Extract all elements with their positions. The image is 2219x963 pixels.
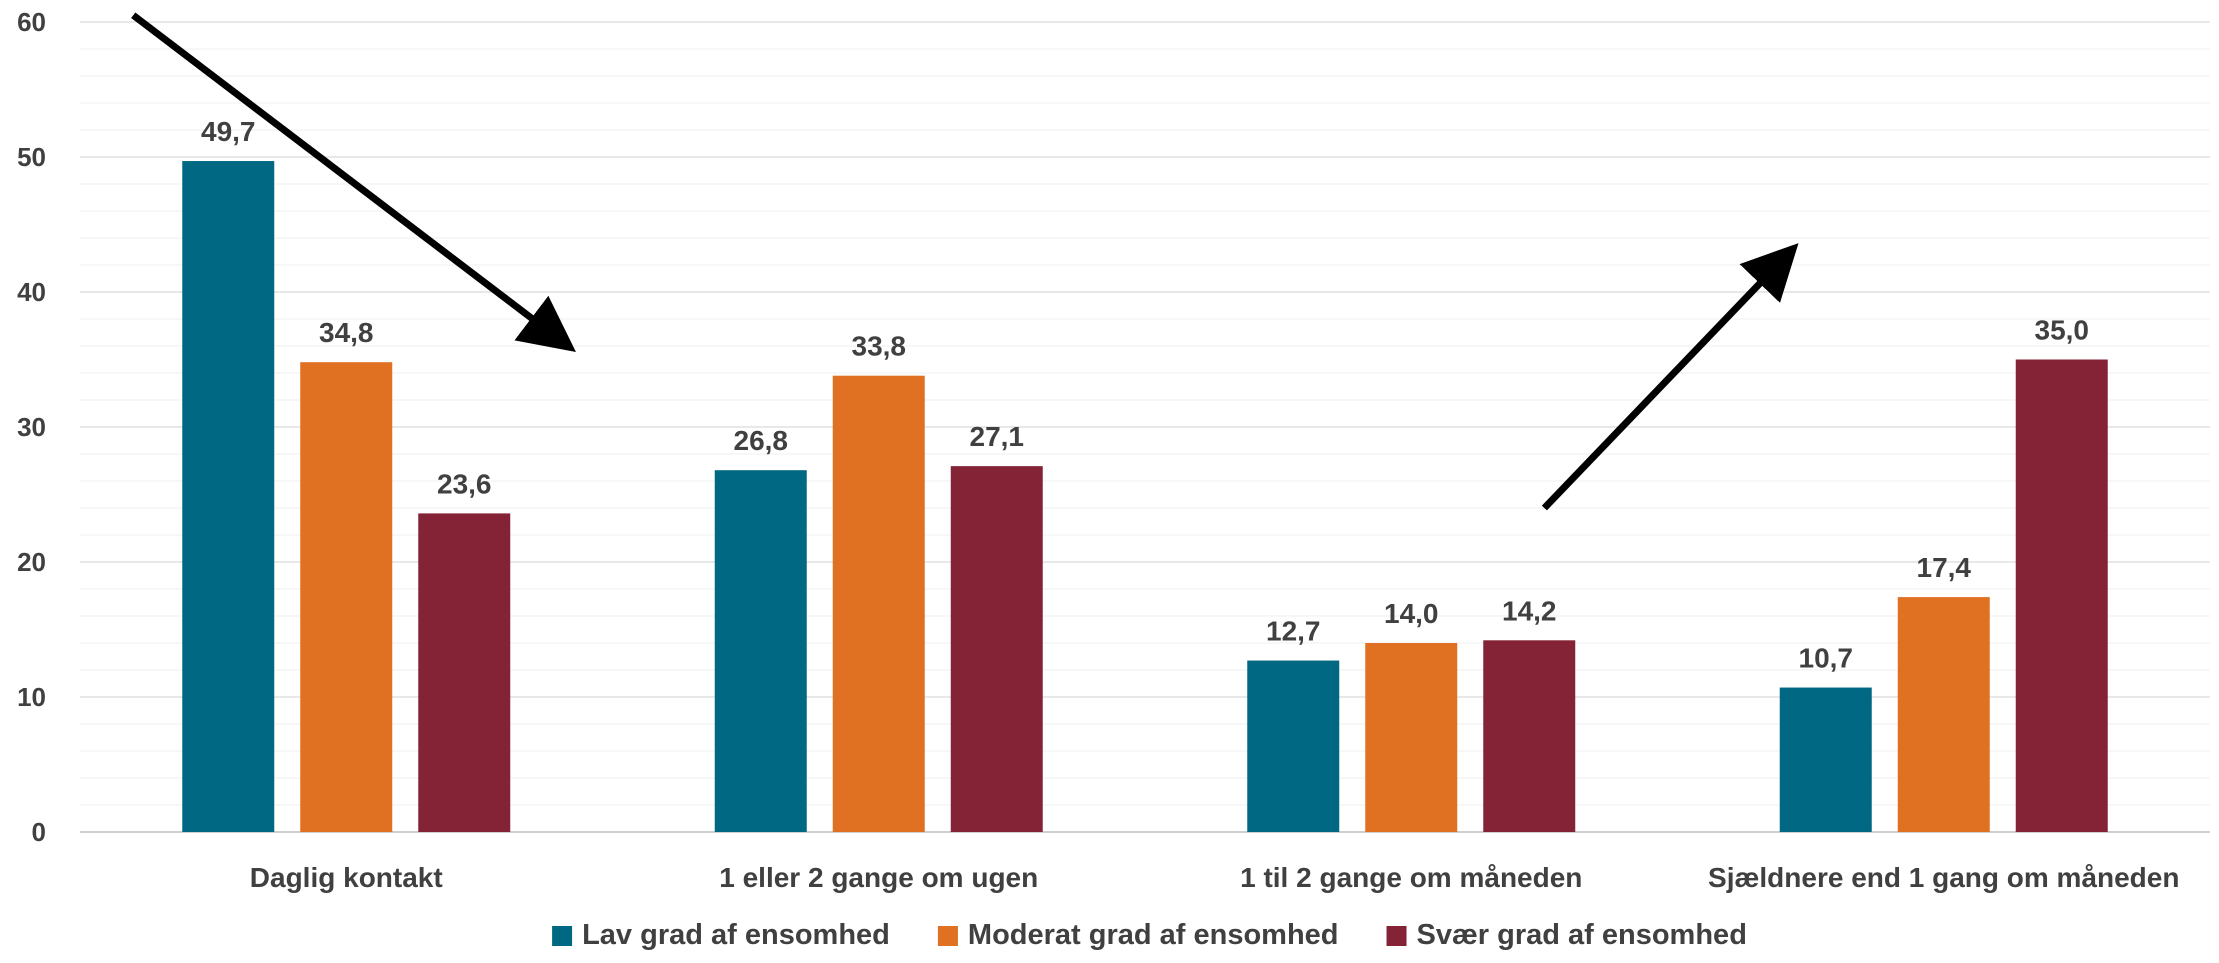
data-label: 26,8: [734, 425, 789, 456]
bar: [300, 362, 393, 832]
data-label: 14,0: [1384, 598, 1439, 629]
legend-label: Moderat grad af ensomhed: [968, 919, 1339, 951]
y-tick-label: 0: [32, 817, 46, 847]
legend-swatch: [1386, 926, 1407, 946]
data-label: 34,8: [319, 317, 374, 348]
data-label: 33,8: [852, 331, 907, 362]
legend-item: Moderat grad af ensomhed: [937, 919, 1339, 951]
gridlines: [80, 21, 2210, 833]
legend-item: Svær grad af ensomhed: [1386, 919, 1747, 951]
x-category-label: Daglig kontakt: [250, 862, 443, 893]
data-labels: 49,7 34,8 23,6 26,8 33,8 27,1 12,7 14,0 14,2 10,7…: [201, 116, 2090, 674]
x-category-label: 1 til 2 gange om måneden: [1240, 862, 1582, 893]
x-category-label: Sjældnere end 1 gang om måneden: [1708, 862, 2179, 893]
bar: [1779, 687, 1872, 832]
legend-label: Svær grad af ensomhed: [1417, 919, 1747, 951]
legend: Lav grad af ensomhed Moderat grad af enso…: [552, 919, 1747, 951]
y-tick-label: 60: [17, 7, 46, 37]
data-label: 10,7: [1799, 643, 1854, 674]
legend-swatch: [552, 926, 573, 946]
bar: [182, 161, 275, 833]
legend-item: Lav grad af ensomhed: [552, 919, 890, 951]
x-axis: Daglig kontakt 1 eller 2 gange om ugen 1 t…: [250, 862, 2180, 893]
bar: [1897, 597, 1990, 832]
data-label: 14,2: [1502, 595, 1557, 626]
bar: [714, 470, 807, 832]
x-category-label: 1 eller 2 gange om ugen: [719, 862, 1038, 893]
bar: [1365, 643, 1458, 832]
data-label: 17,4: [1917, 552, 1972, 583]
data-label: 12,7: [1266, 616, 1321, 647]
y-axis: 0 10 20 30 40 50 60: [17, 7, 46, 847]
bar: [1483, 640, 1576, 832]
y-tick-label: 10: [17, 682, 46, 712]
bar: [418, 513, 511, 832]
data-label: 27,1: [970, 421, 1025, 452]
bar: [950, 466, 1043, 832]
bar: [1247, 660, 1340, 832]
legend-label: Lav grad af ensomhed: [582, 919, 890, 951]
trend-arrow-up-right: [1541, 243, 1799, 511]
y-tick-label: 20: [17, 547, 46, 577]
data-label: 23,6: [437, 468, 492, 499]
trend-arrows: [131, 12, 1799, 511]
y-tick-label: 40: [17, 277, 46, 307]
y-tick-label: 50: [17, 142, 46, 172]
data-label: 35,0: [2035, 315, 2090, 346]
bar: [2015, 359, 2108, 832]
y-tick-label: 30: [17, 412, 46, 442]
legend-swatch: [937, 926, 958, 946]
data-label: 49,7: [201, 116, 256, 147]
trend-arrow-down-right: [131, 12, 576, 352]
bar: [832, 375, 925, 832]
bars: [182, 161, 2108, 833]
